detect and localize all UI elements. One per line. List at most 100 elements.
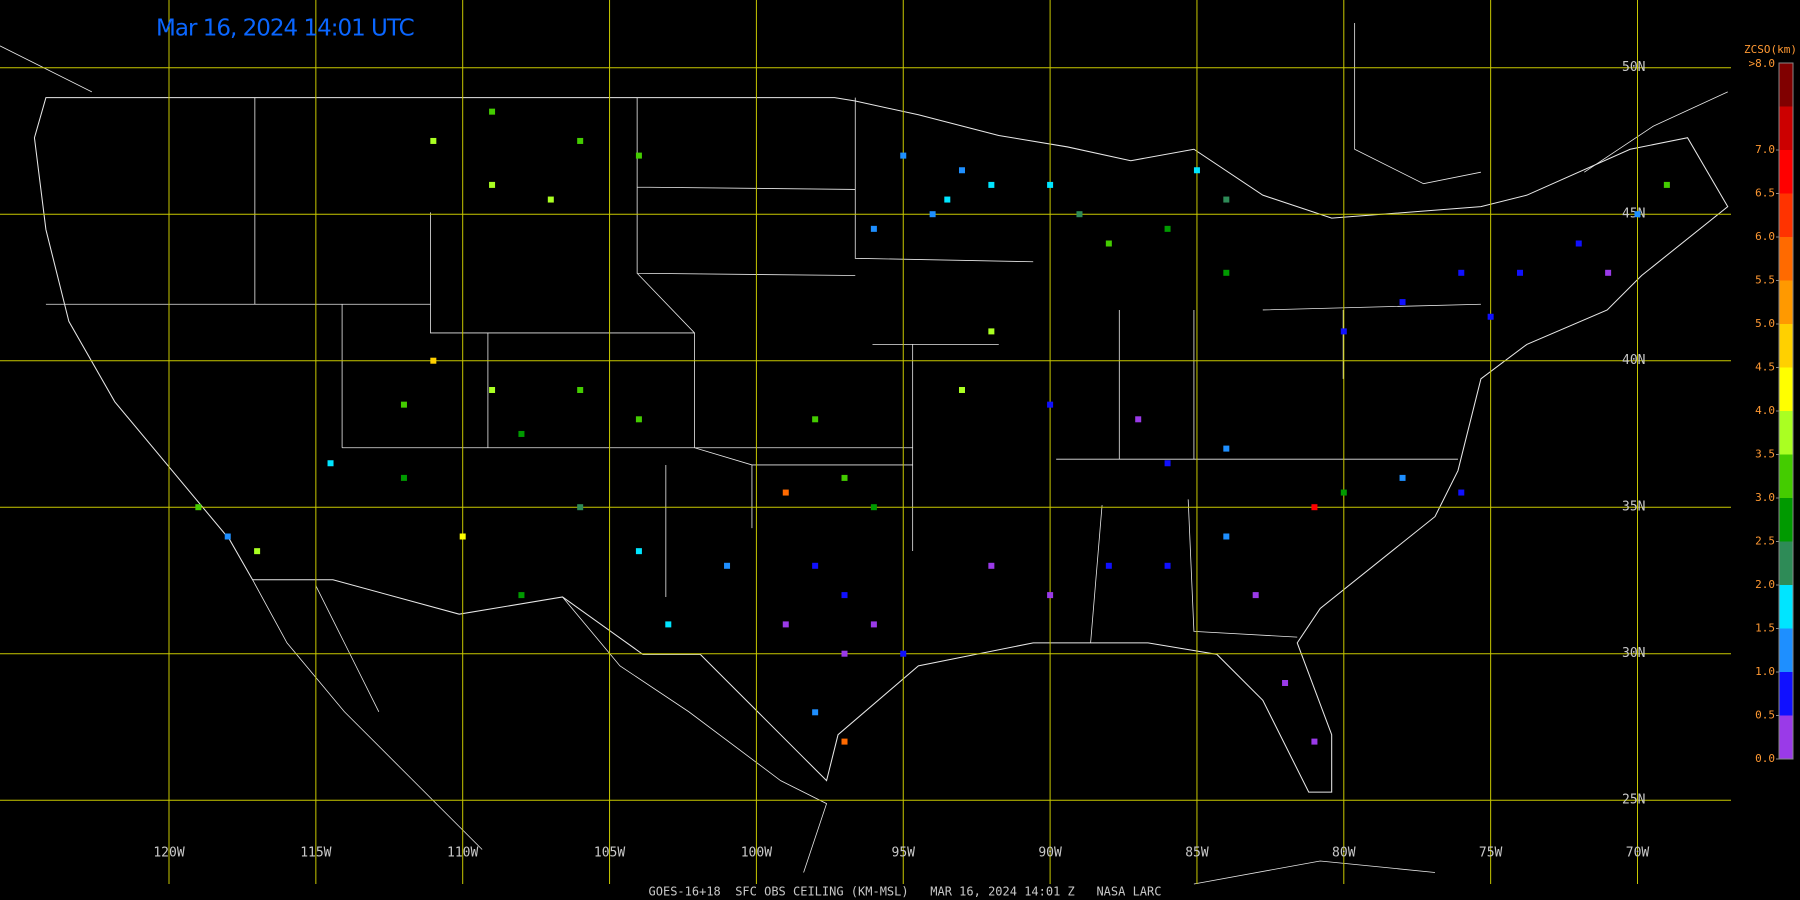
color-segment — [1779, 541, 1793, 585]
observation — [254, 548, 261, 555]
colorbar-label: 5.5 — [1755, 274, 1775, 287]
color-segment — [1779, 150, 1793, 194]
observation — [1047, 181, 1054, 188]
observation — [518, 592, 525, 599]
observation — [1076, 211, 1083, 218]
observation — [577, 387, 584, 393]
color-segment — [1779, 672, 1793, 716]
color-segment — [1779, 585, 1793, 629]
observation — [195, 504, 202, 511]
observation — [1575, 240, 1582, 247]
observation — [459, 533, 466, 540]
observation — [489, 108, 496, 115]
observation — [988, 328, 995, 335]
color-segment — [1779, 280, 1793, 324]
observation — [400, 474, 407, 481]
observation — [782, 489, 789, 496]
observation — [1663, 181, 1670, 188]
latitude-label: 40N — [1622, 353, 1645, 368]
longitude-label: 70W — [1626, 846, 1650, 861]
observation — [1164, 460, 1171, 467]
outlines — [0, 22, 1729, 885]
grid: 50N 45N 40N 35N 30N 25N 120W 115W 110W 105W 100W 95… — [0, 0, 1731, 884]
us-outline — [33, 97, 1729, 793]
colorbar-label: 0.0 — [1755, 752, 1775, 765]
observation — [1223, 445, 1230, 452]
mexico-coast — [252, 579, 1436, 885]
observation — [430, 357, 437, 364]
longitude-label: 105W — [594, 846, 625, 861]
observation — [1164, 225, 1171, 232]
latitude-label: 25N — [1622, 793, 1645, 808]
observation — [489, 387, 496, 393]
observation — [1135, 416, 1142, 423]
color-segment — [1779, 63, 1793, 107]
observation — [1311, 738, 1318, 745]
observation — [900, 650, 907, 657]
title: Mar 16, 2024 14:01 UTC — [156, 16, 414, 42]
observation — [1047, 401, 1054, 408]
observation — [958, 167, 965, 174]
observation — [430, 137, 437, 144]
observation — [1458, 489, 1465, 496]
observations — [195, 108, 1670, 745]
colorbar-label: 7.0 — [1755, 143, 1775, 156]
colorbar-label: 4.0 — [1755, 404, 1775, 417]
observation — [1223, 196, 1230, 203]
observation — [944, 196, 951, 203]
state-lines — [45, 97, 1481, 643]
observation — [724, 562, 731, 569]
color-segment — [1779, 367, 1793, 411]
observation — [1105, 562, 1112, 569]
colorbar-label: 3.5 — [1755, 448, 1775, 461]
observation — [1458, 269, 1465, 276]
colorbar-title: ZCSO(km) — [1744, 43, 1797, 56]
observation — [958, 387, 965, 393]
observation — [1164, 562, 1171, 569]
observation — [1282, 680, 1289, 686]
observation — [1223, 269, 1230, 276]
observation — [1487, 313, 1494, 320]
observation — [1399, 299, 1406, 306]
observation — [988, 181, 995, 188]
longitude-label: 95W — [892, 846, 916, 861]
observation — [1634, 211, 1641, 218]
observation — [1399, 474, 1406, 481]
observation — [1193, 167, 1200, 174]
canada-coast — [0, 22, 1728, 185]
observation — [870, 504, 877, 511]
longitude-label: 90W — [1038, 846, 1062, 861]
observation — [812, 416, 819, 423]
observation — [400, 401, 407, 408]
observation — [665, 621, 672, 628]
observation — [518, 430, 525, 437]
observation — [812, 709, 819, 716]
longitude-label: 85W — [1185, 846, 1209, 861]
observation — [1223, 533, 1230, 540]
longitude-label: 100W — [741, 846, 772, 861]
observation — [841, 650, 848, 657]
colorbar-label: 1.5 — [1755, 622, 1775, 635]
observation — [489, 181, 496, 188]
latitude-label: 45N — [1622, 207, 1645, 222]
observation — [635, 152, 642, 159]
observation — [782, 621, 789, 628]
color-segment — [1779, 454, 1793, 498]
longitude-label: 110W — [447, 846, 478, 861]
longitude-label: 75W — [1479, 846, 1503, 861]
observation — [812, 562, 819, 569]
color-segment — [1779, 106, 1793, 150]
observation — [1517, 269, 1524, 276]
color-segment — [1779, 628, 1793, 672]
observation — [327, 460, 334, 467]
colorbar-label: 5.0 — [1755, 317, 1775, 330]
color-segment — [1779, 324, 1793, 368]
observation — [224, 533, 231, 540]
colorbar-label: 2.0 — [1755, 578, 1775, 591]
color-segment — [1779, 411, 1793, 455]
color-segment — [1779, 715, 1793, 759]
observation — [929, 211, 936, 218]
